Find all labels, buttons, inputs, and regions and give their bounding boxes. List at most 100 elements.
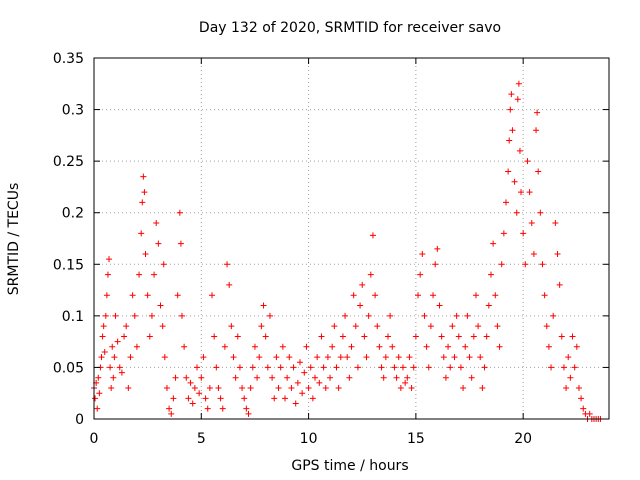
data-point	[496, 343, 503, 350]
data-point	[217, 395, 224, 402]
x-tick-label: 15	[407, 431, 425, 447]
data-point	[288, 385, 295, 392]
data-point	[174, 292, 181, 299]
data-point	[462, 343, 469, 350]
data-point	[556, 281, 563, 288]
data-point	[241, 395, 248, 402]
y-axis-label: SRMTID / TECUs	[6, 183, 22, 296]
data-point	[348, 343, 355, 350]
data-point	[294, 379, 301, 386]
data-point	[361, 333, 368, 340]
x-tick-label: 20	[514, 431, 532, 447]
data-point	[107, 364, 114, 371]
data-point	[367, 271, 374, 278]
data-point	[552, 220, 559, 227]
data-point	[266, 312, 273, 319]
x-tick-label: 5	[197, 431, 206, 447]
data-point	[408, 385, 415, 392]
data-point	[131, 312, 138, 319]
data-point	[402, 379, 409, 386]
data-point	[333, 364, 340, 371]
data-point	[172, 374, 179, 381]
data-point	[258, 323, 265, 330]
data-point	[423, 343, 430, 350]
data-point	[194, 364, 200, 371]
data-point	[185, 395, 192, 402]
y-tick-label: 0	[75, 412, 84, 428]
plot-frame	[93, 57, 610, 420]
data-point	[520, 230, 527, 237]
data-point	[342, 312, 349, 319]
data-point	[432, 261, 439, 268]
data-point	[133, 343, 140, 350]
y-axis-ticks: 0 0.05 0.1 0.15 0.2 0.25 0.3 0.35	[53, 51, 609, 428]
data-point	[284, 374, 291, 381]
data-point	[168, 410, 175, 417]
data-point	[387, 312, 394, 319]
data-point	[160, 261, 167, 268]
x-axis-ticks: 0 5 10 15 20	[90, 58, 532, 447]
data-point	[118, 369, 125, 376]
data-point	[509, 127, 516, 134]
data-point	[533, 127, 540, 134]
data-point	[359, 281, 366, 288]
data-point	[176, 209, 183, 216]
data-point	[354, 364, 361, 371]
data-point	[543, 323, 550, 330]
data-point	[558, 333, 565, 340]
data-point	[438, 333, 445, 340]
data-point	[307, 364, 314, 371]
x-tick-label: 10	[300, 431, 318, 447]
data-point	[537, 209, 544, 216]
data-point	[139, 199, 146, 206]
data-point	[571, 364, 578, 371]
data-point	[384, 333, 391, 340]
data-point	[406, 354, 413, 361]
data-point	[316, 379, 323, 386]
data-point	[273, 354, 280, 361]
data-point	[110, 374, 117, 381]
data-point	[419, 250, 426, 257]
data-point	[234, 333, 241, 340]
data-point	[106, 256, 113, 263]
data-point	[249, 364, 256, 371]
data-point	[382, 354, 389, 361]
data-point	[481, 364, 488, 371]
data-point	[309, 395, 316, 402]
data-point	[472, 292, 479, 299]
data-point	[567, 374, 574, 381]
data-point	[269, 374, 276, 381]
data-point	[466, 354, 473, 361]
data-point	[378, 364, 385, 371]
data-point	[243, 405, 250, 412]
data-point	[178, 312, 185, 319]
data-point	[565, 354, 572, 361]
data-point	[148, 312, 155, 319]
data-point	[279, 343, 286, 350]
data-point	[550, 312, 557, 319]
chart-title: Day 132 of 2020, SRMTID for receiver sav…	[199, 20, 501, 36]
data-point	[430, 292, 437, 299]
data-point	[109, 343, 116, 350]
data-point	[320, 364, 327, 371]
data-point	[374, 323, 381, 330]
data-point	[256, 354, 263, 361]
data-point	[94, 405, 101, 412]
data-point	[526, 189, 533, 196]
data-point	[440, 354, 447, 361]
data-point	[451, 354, 458, 361]
data-point	[545, 343, 552, 350]
data-point	[412, 333, 419, 340]
data-point	[200, 354, 207, 361]
data-point	[541, 292, 548, 299]
data-point	[92, 395, 99, 402]
data-point	[485, 302, 492, 309]
data-point	[442, 374, 449, 381]
data-point	[245, 410, 252, 417]
data-point	[98, 354, 105, 361]
data-point	[339, 333, 346, 340]
data-point	[346, 374, 353, 381]
data-point	[395, 354, 402, 361]
data-point	[515, 80, 522, 87]
